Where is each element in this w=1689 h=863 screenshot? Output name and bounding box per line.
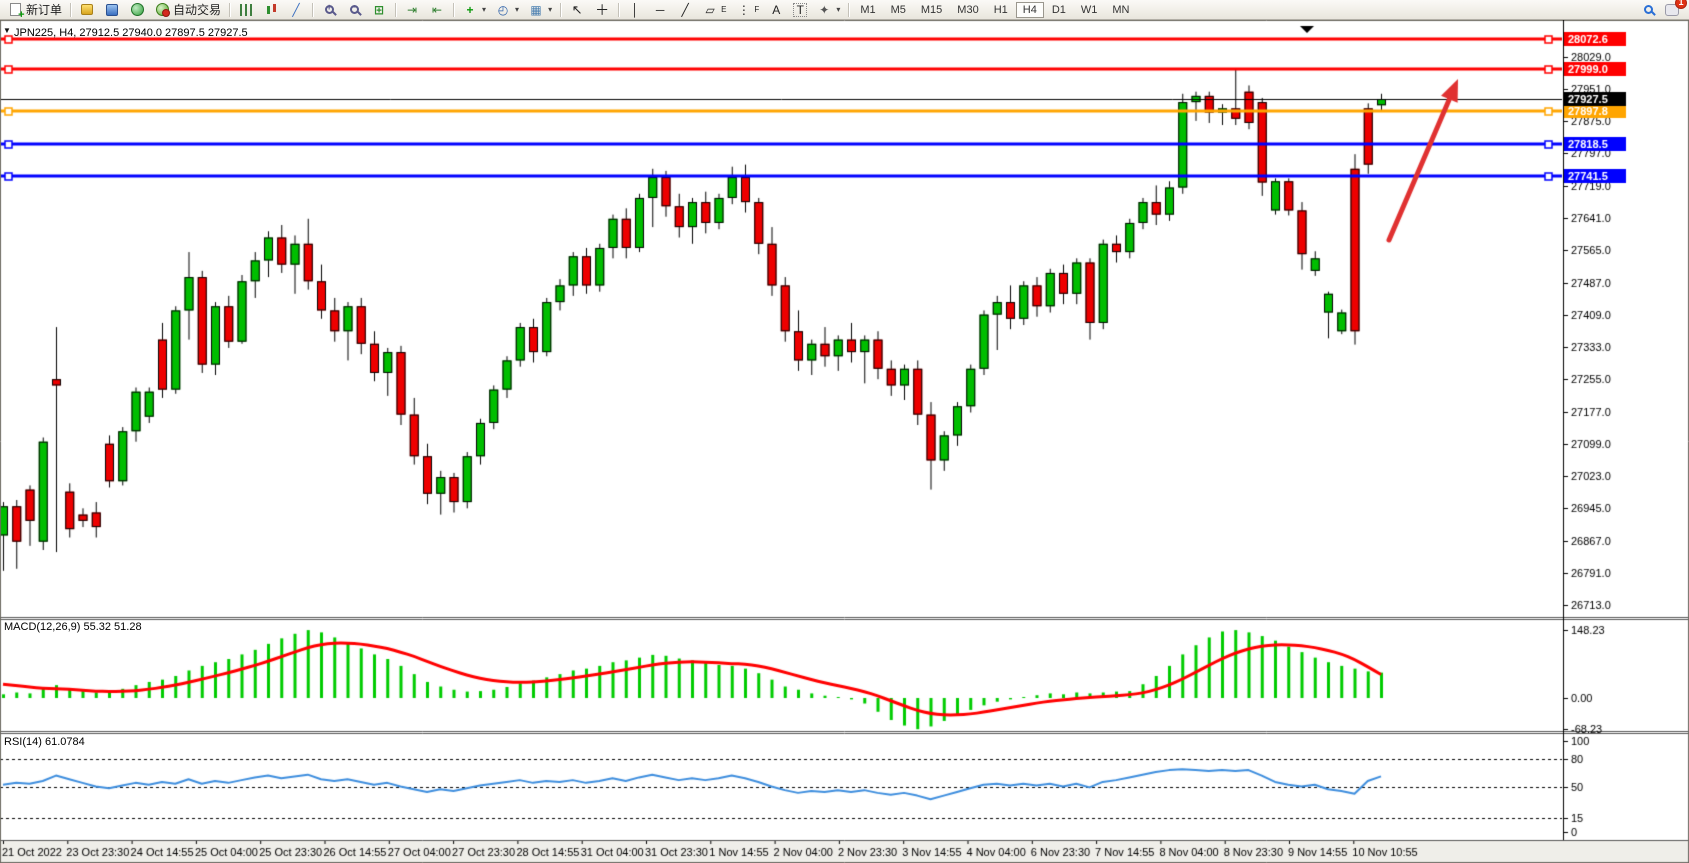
trendline-icon: ╱ [681, 2, 689, 17]
candlestick-chart-icon [263, 2, 279, 18]
chat-notification-icon[interactable]: 1 [1664, 0, 1687, 18]
timeframe-m15[interactable]: M15 [920, 3, 943, 16]
trendline-tool-button[interactable]: ╱ [673, 1, 697, 19]
zoom-in-icon: + [324, 2, 334, 14]
navigator-button[interactable] [100, 1, 124, 19]
auto-trading-button[interactable]: 自动交易 [150, 1, 225, 19]
channel-icon: ▱ [705, 2, 715, 17]
divider [560, 2, 562, 17]
periods-button[interactable]: ◴ ▾ [491, 1, 523, 19]
horizontal-line-tool-button[interactable]: ─ [648, 1, 672, 19]
zoom-out-button[interactable]: − [342, 1, 366, 19]
text-tool-icon: A [772, 2, 781, 17]
shapes-icon: ✦ [819, 2, 830, 17]
terminal-button[interactable] [125, 1, 149, 19]
notification-badge: 1 [1675, 0, 1687, 9]
divider [312, 2, 314, 17]
crosshair-tool-button[interactable]: ＋ [590, 1, 614, 19]
timeframe-m5[interactable]: M5 [890, 3, 906, 16]
timeframe-d1[interactable]: D1 [1051, 3, 1066, 16]
auto-trading-icon [154, 2, 170, 18]
fibonacci-icon: ⋮ [737, 2, 750, 17]
auto-scroll-icon: ⇥ [407, 2, 418, 17]
divider [395, 2, 397, 17]
chart-shift-icon: ⇤ [432, 2, 443, 17]
divider [453, 2, 455, 17]
timeframe-h4[interactable]: H4 [1015, 1, 1044, 18]
crosshair-icon: ＋ [595, 1, 610, 18]
fibonacci-tool-button[interactable]: ⋮ F [731, 1, 763, 19]
timeframe-m1[interactable]: M1 [860, 3, 876, 16]
timeframe-m30[interactable]: M30 [957, 3, 979, 16]
divider [229, 2, 231, 17]
chart-shift-button[interactable]: ⇤ [425, 1, 449, 19]
market-watch-icon [79, 2, 95, 18]
divider [70, 2, 72, 17]
main-toolbar: 新订单 自动交易 ╱ + − ⊞ ⇥ ⇤ +▾ ◴▾ ▦▾ ↖ ＋ │ ─ ╱ … [0, 0, 1689, 21]
chevron-down-icon: ▾ [482, 5, 487, 14]
chevron-down-icon: ▾ [515, 5, 520, 14]
label-tool-icon: T [793, 2, 808, 17]
candlestick-chart-button[interactable] [259, 1, 283, 19]
search-icon[interactable] [1640, 2, 1656, 18]
indicators-button[interactable]: + ▾ [458, 1, 490, 19]
auto-trading-label: 自动交易 [173, 3, 222, 17]
timeframe-mn[interactable]: MN [1112, 3, 1130, 16]
horizontal-line-icon: ─ [655, 2, 665, 17]
timeframe-h1[interactable]: H1 [993, 3, 1008, 16]
shapes-tool-button[interactable]: ✦ ▾ [812, 1, 844, 19]
vertical-line-tool-button[interactable]: │ [623, 1, 647, 19]
cursor-icon: ↖ [571, 2, 583, 17]
indicators-icon: + [466, 2, 474, 17]
divider [618, 2, 620, 17]
navigator-icon [104, 2, 120, 18]
auto-scroll-button[interactable]: ⇥ [400, 1, 424, 19]
new-order-label: 新订单 [26, 3, 63, 17]
tile-windows-button[interactable]: ⊞ [367, 1, 391, 19]
channel-tool-label: E [721, 5, 727, 14]
new-order-button[interactable]: 新订单 [3, 1, 66, 21]
vertical-line-icon: │ [631, 2, 639, 17]
timeframe-w1[interactable]: W1 [1080, 3, 1098, 16]
tile-windows-icon: ⊞ [374, 2, 385, 17]
templates-button[interactable]: ▦ ▾ [524, 1, 556, 19]
bar-chart-button[interactable] [234, 1, 258, 19]
clock-icon: ◴ [497, 2, 509, 17]
chevron-down-icon: ▾ [836, 5, 841, 14]
line-chart-button[interactable]: ╱ [284, 1, 308, 19]
new-order-icon [7, 2, 25, 21]
terminal-icon [129, 2, 145, 18]
cursor-tool-button[interactable]: ↖ [565, 1, 589, 19]
zoom-out-icon: − [349, 2, 359, 14]
trading-chart-canvas[interactable] [0, 20, 1689, 863]
channel-tool-button[interactable]: ▱ E [698, 1, 730, 19]
text-tool-button[interactable]: A [764, 1, 788, 19]
template-icon: ▦ [530, 2, 542, 17]
line-chart-icon: ╱ [292, 2, 300, 17]
label-tool-button[interactable]: T [789, 1, 811, 19]
market-watch-button[interactable] [75, 1, 99, 19]
divider [848, 2, 850, 17]
zoom-in-button[interactable]: + [317, 1, 341, 19]
bar-chart-icon [238, 2, 254, 18]
fibonacci-tool-label: F [754, 5, 760, 14]
chevron-down-icon: ▾ [548, 5, 553, 14]
